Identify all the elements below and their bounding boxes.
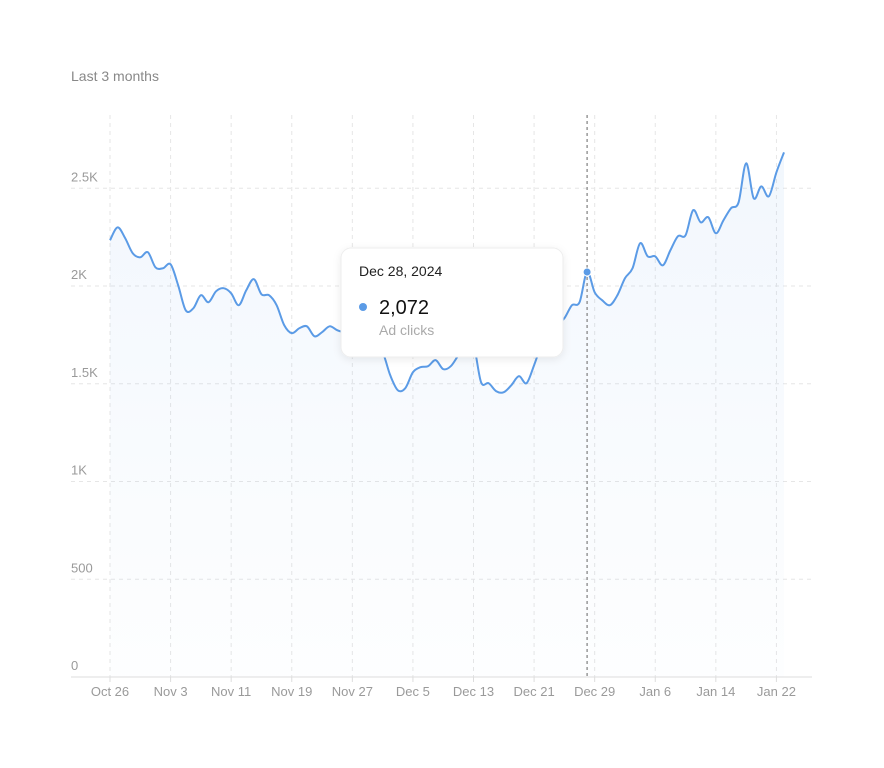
x-tick-label: Nov 19 [271,684,312,699]
x-tick-label: Dec 21 [513,684,554,699]
hover-point [582,267,592,277]
y-tick-label: 0 [71,658,78,673]
line [109,151,785,394]
y-tick-label: 1K [71,463,87,478]
x-tick-label: Jan 22 [757,684,796,699]
tooltip-box [340,247,564,358]
y-tick-label: 500 [71,560,93,575]
area [110,152,784,677]
y-tick-label: 1.5K [71,365,98,380]
x-tick-label: Dec 29 [574,684,615,699]
tooltip-dot [359,303,367,311]
x-tick-label: Nov 3 [154,684,188,699]
tooltip-series: Ad clicks [379,322,434,338]
y-tick-label: 2.5K [71,169,98,184]
y-tick-label: 2K [71,267,87,282]
x-tick-label: Oct 26 [91,684,129,699]
x-tick-label: Jan 14 [696,684,735,699]
tooltip-title: Dec 28, 2024 [359,263,442,279]
x-tick-label: Nov 27 [332,684,373,699]
x-tick-label: Nov 11 [211,684,251,699]
x-tick-label: Dec 5 [396,684,430,699]
x-tick-label: Dec 13 [453,684,494,699]
x-tick-label: Jan 6 [639,684,671,699]
subtitle: Last 3 months [71,68,159,84]
tooltip-value: 2,072 [379,297,429,319]
